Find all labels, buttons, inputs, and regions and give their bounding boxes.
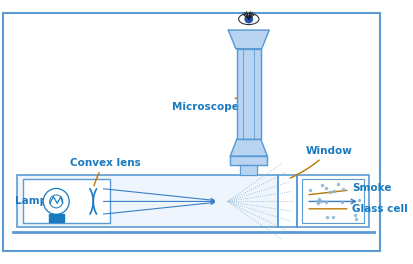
Text: Window: Window: [290, 145, 353, 178]
Text: Lamp: Lamp: [14, 196, 53, 206]
Text: Microscope: Microscope: [172, 98, 239, 112]
Polygon shape: [237, 49, 261, 139]
FancyBboxPatch shape: [17, 175, 278, 227]
Circle shape: [43, 188, 69, 214]
Polygon shape: [240, 165, 257, 175]
FancyBboxPatch shape: [301, 179, 365, 223]
FancyBboxPatch shape: [297, 175, 369, 227]
FancyBboxPatch shape: [3, 13, 380, 251]
FancyBboxPatch shape: [49, 214, 64, 222]
Polygon shape: [230, 139, 267, 156]
Text: Glass cell: Glass cell: [309, 204, 408, 214]
Polygon shape: [230, 156, 267, 165]
Text: Smoke: Smoke: [309, 182, 392, 195]
Polygon shape: [228, 30, 269, 49]
Circle shape: [245, 15, 252, 23]
FancyBboxPatch shape: [23, 179, 110, 223]
Text: Convex lens: Convex lens: [70, 158, 141, 186]
Ellipse shape: [239, 13, 259, 25]
